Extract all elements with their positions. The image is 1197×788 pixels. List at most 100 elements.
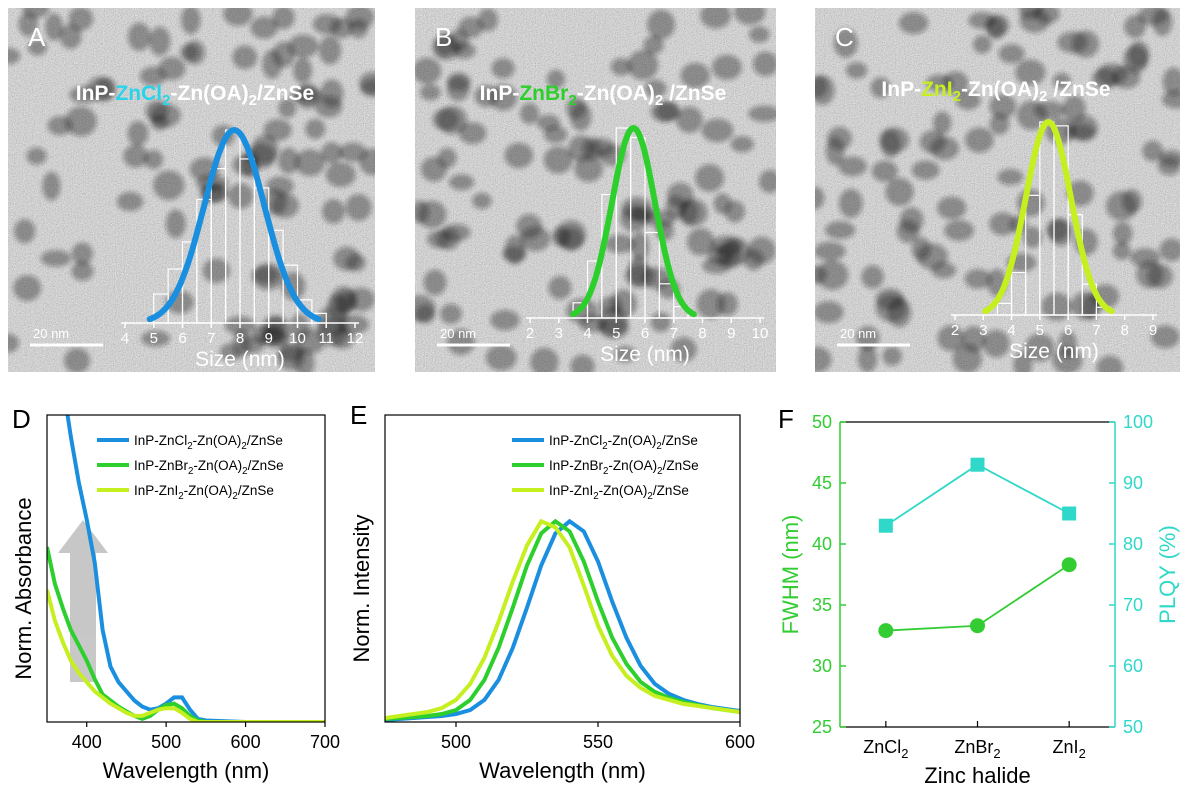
particle bbox=[1129, 248, 1161, 268]
x-tick-label: 500 bbox=[151, 732, 181, 752]
x-tick-label: 6 bbox=[178, 330, 186, 347]
particle bbox=[570, 354, 595, 372]
particle bbox=[504, 235, 526, 265]
particle bbox=[882, 346, 902, 366]
text-part: ZnCl bbox=[115, 82, 162, 105]
particle bbox=[278, 98, 297, 118]
particle bbox=[153, 170, 185, 201]
particle bbox=[312, 13, 342, 35]
particle bbox=[899, 207, 924, 233]
x-tick-label: 4 bbox=[1007, 322, 1015, 339]
particle bbox=[127, 120, 149, 146]
particle bbox=[321, 142, 343, 164]
particles bbox=[815, 8, 1180, 372]
particle bbox=[919, 130, 946, 154]
text-part: -Zn(OA) bbox=[577, 82, 655, 105]
particle bbox=[879, 127, 910, 153]
x-tick-label: 400 bbox=[72, 732, 102, 752]
particle bbox=[305, 118, 326, 140]
scale-bar-label: 20 nm bbox=[33, 326, 69, 341]
x-tick-label: 500 bbox=[441, 732, 471, 752]
image-title: InP-ZnBr2-Zn(OA)2 /ZnSe bbox=[480, 82, 727, 109]
absorbance-arrow bbox=[58, 520, 108, 682]
text-part: 2 bbox=[178, 491, 183, 502]
text-part: InP-ZnCl bbox=[549, 433, 602, 448]
particle bbox=[272, 8, 295, 30]
particle bbox=[838, 188, 863, 218]
scale-bar-label: 20 nm bbox=[840, 326, 876, 341]
particle bbox=[964, 127, 994, 153]
particle bbox=[647, 9, 676, 40]
particle bbox=[961, 325, 986, 353]
text-part: 2 bbox=[901, 746, 908, 761]
particle bbox=[911, 160, 940, 180]
text-part: InP-ZnI bbox=[134, 483, 178, 498]
particle bbox=[1096, 355, 1124, 372]
particle bbox=[604, 234, 636, 254]
text-part: InP-ZnCl bbox=[134, 433, 187, 448]
particle bbox=[1024, 333, 1055, 362]
particle bbox=[548, 275, 572, 300]
particle bbox=[845, 62, 868, 79]
particle bbox=[489, 84, 518, 111]
text-part: 2 bbox=[568, 92, 576, 109]
series-line bbox=[385, 518, 740, 722]
particle bbox=[1142, 140, 1164, 162]
particle bbox=[318, 35, 342, 65]
particle bbox=[1112, 221, 1133, 245]
particle bbox=[149, 26, 171, 56]
particle bbox=[59, 23, 82, 49]
particle bbox=[1015, 59, 1046, 86]
particles bbox=[415, 8, 776, 372]
particle bbox=[989, 113, 1010, 135]
y2-tick-label: 70 bbox=[1123, 595, 1143, 615]
particle bbox=[816, 260, 849, 290]
panel-letter: F bbox=[778, 404, 794, 434]
particle bbox=[294, 328, 326, 354]
y2-axis-label: PLQY (%) bbox=[1155, 525, 1180, 624]
particle bbox=[271, 193, 299, 219]
particle bbox=[838, 156, 867, 177]
particle bbox=[1124, 15, 1146, 39]
y-tick-label: 35 bbox=[812, 595, 832, 615]
title-part: ZnBr2 bbox=[519, 82, 576, 109]
particle bbox=[1058, 330, 1077, 359]
particle bbox=[700, 8, 732, 29]
particle bbox=[290, 86, 322, 104]
text-part: 2 bbox=[1079, 746, 1086, 761]
particle bbox=[543, 146, 573, 174]
particle bbox=[696, 289, 726, 319]
text-part: InP- bbox=[76, 82, 116, 105]
x-axis-label: Size (nm) bbox=[600, 343, 690, 366]
x-tick-label: 9 bbox=[727, 325, 735, 342]
x-tick-label: 8 bbox=[698, 325, 706, 342]
particle bbox=[263, 118, 292, 141]
particle bbox=[815, 241, 846, 261]
particle bbox=[885, 177, 914, 206]
particle bbox=[325, 162, 356, 188]
particle bbox=[815, 75, 835, 106]
particle bbox=[337, 314, 369, 335]
particle bbox=[520, 226, 551, 252]
particle bbox=[71, 242, 93, 265]
y2-tick-label: 60 bbox=[1123, 656, 1143, 676]
particle bbox=[26, 147, 47, 165]
x-tick-label: 9 bbox=[1149, 322, 1157, 339]
text-part: -Zn(OA) bbox=[608, 458, 657, 473]
particle bbox=[998, 44, 1025, 64]
marker bbox=[1062, 506, 1077, 521]
text-part: -Zn(OA) bbox=[961, 78, 1039, 101]
particle bbox=[432, 108, 460, 131]
particle bbox=[64, 347, 90, 372]
text-part: 2 bbox=[603, 466, 608, 477]
text-part: 2 bbox=[656, 441, 661, 452]
particle bbox=[68, 8, 94, 31]
particle bbox=[440, 303, 462, 324]
text-part: ZnBr bbox=[519, 82, 568, 105]
fit-curve bbox=[982, 118, 1115, 315]
particle bbox=[348, 18, 368, 39]
series-line bbox=[47, 589, 325, 722]
particle bbox=[1052, 72, 1071, 90]
particle bbox=[359, 71, 375, 94]
